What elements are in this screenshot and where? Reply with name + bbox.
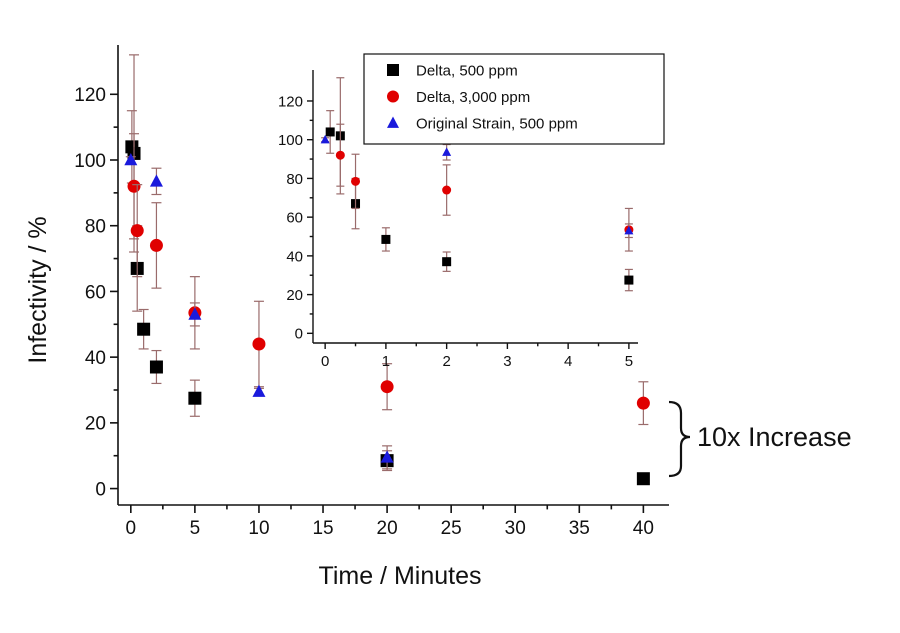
main-x-tick-label: 30 bbox=[505, 518, 526, 539]
legend-label: Delta, 500 ppm bbox=[416, 63, 518, 80]
main-y-tick-label: 40 bbox=[85, 348, 106, 369]
inset-y-tick-label: 40 bbox=[286, 248, 303, 265]
main-x-tick-label: 20 bbox=[377, 518, 398, 539]
main-y-tick-label: 120 bbox=[74, 85, 106, 106]
data-point bbox=[624, 225, 634, 235]
legend-label: Delta, 3,000 ppm bbox=[416, 89, 530, 106]
inset-plot: 0 1 2 3 4 5 0 20 40 60 80 100 120 bbox=[278, 70, 638, 370]
data-point bbox=[320, 134, 330, 144]
main-x-tick-label: 10 bbox=[248, 518, 269, 539]
data-point bbox=[381, 234, 391, 244]
data-point bbox=[636, 396, 650, 410]
data-point bbox=[442, 147, 452, 156]
legend-marker-triangle bbox=[387, 116, 399, 128]
data-point bbox=[636, 472, 650, 486]
main-y-tick-label: 100 bbox=[74, 151, 106, 172]
legend: Delta, 500 ppm Delta, 3,000 ppm Original S… bbox=[363, 53, 665, 145]
main-x-tick-label: 15 bbox=[312, 518, 333, 539]
inset-x-tick-label: 5 bbox=[625, 353, 633, 370]
inset-y-tick-label: 100 bbox=[278, 132, 303, 149]
main-x-tick-label: 40 bbox=[633, 518, 654, 539]
inset-y-tick-label: 120 bbox=[278, 93, 303, 110]
data-point bbox=[188, 307, 202, 320]
data-point bbox=[335, 150, 345, 160]
inset-y-tick-label: 80 bbox=[286, 171, 303, 188]
inset-y-tick-label: 20 bbox=[286, 287, 303, 304]
inset-x-tick-label: 4 bbox=[564, 353, 572, 370]
main-y-tick-label: 20 bbox=[85, 414, 106, 435]
main-y-tick-label: 60 bbox=[85, 282, 106, 303]
data-point bbox=[149, 360, 163, 374]
data-point bbox=[252, 337, 266, 351]
main-x-tick-label: 0 bbox=[126, 518, 137, 539]
y-axis-label: Infectivity / % bbox=[24, 216, 52, 363]
inset-x-tick-label: 3 bbox=[503, 353, 511, 370]
inset-series-circle bbox=[335, 123, 634, 252]
inset-x-tick-label: 2 bbox=[442, 353, 450, 370]
data-point bbox=[149, 238, 163, 252]
legend-box bbox=[363, 53, 665, 145]
x-axis-label: Time / Minutes bbox=[318, 562, 481, 590]
data-point bbox=[380, 450, 394, 463]
data-point bbox=[442, 185, 452, 195]
annotation-bracket bbox=[668, 400, 691, 478]
annotation-text: 10x Increase bbox=[697, 422, 852, 452]
legend-marker-square bbox=[387, 64, 399, 76]
main-x-tick-label: 35 bbox=[569, 518, 590, 539]
data-point bbox=[442, 257, 452, 267]
legend-marker-circle bbox=[387, 90, 399, 103]
main-series-circle bbox=[127, 133, 650, 426]
data-point bbox=[351, 176, 361, 186]
inset-x-tick-label: 0 bbox=[321, 353, 329, 370]
data-point bbox=[127, 179, 141, 193]
data-point bbox=[130, 224, 144, 238]
data-point bbox=[137, 322, 151, 336]
data-point bbox=[380, 380, 394, 394]
main-series-triangle bbox=[124, 152, 394, 470]
main-y-tick-label: 80 bbox=[85, 217, 106, 238]
annotation: 10x Increase bbox=[668, 400, 852, 478]
inset-x-tick-label: 1 bbox=[382, 353, 390, 370]
data-point bbox=[149, 174, 163, 187]
main-x-tick-label: 25 bbox=[441, 518, 462, 539]
inset-series-triangle bbox=[320, 134, 634, 239]
data-point bbox=[325, 127, 335, 137]
data-point bbox=[188, 391, 202, 405]
main-y-tick-label: 0 bbox=[95, 479, 106, 500]
legend-label: Original Strain, 500 ppm bbox=[416, 116, 578, 133]
data-point bbox=[124, 152, 138, 166]
inset-y-tick-label: 60 bbox=[286, 210, 303, 227]
data-point bbox=[624, 275, 634, 285]
data-point bbox=[252, 384, 266, 397]
inset-y-tick-label: 0 bbox=[295, 326, 303, 343]
main-x-tick-label: 5 bbox=[190, 518, 201, 539]
